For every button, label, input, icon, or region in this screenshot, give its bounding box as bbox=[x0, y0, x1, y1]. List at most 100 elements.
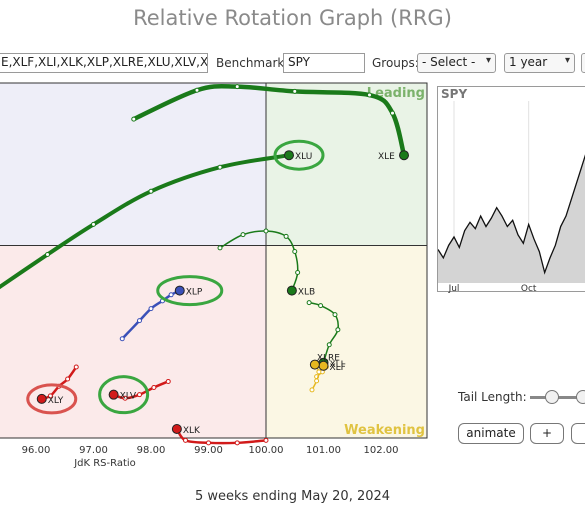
head-point-xle[interactable] bbox=[399, 150, 409, 161]
x-tick-label: 96.00 bbox=[22, 445, 51, 456]
tail-point bbox=[318, 303, 324, 309]
quadrant-leading bbox=[266, 83, 427, 246]
x-tick-label: 100.00 bbox=[249, 445, 284, 456]
tail-point bbox=[292, 88, 298, 94]
tail-point bbox=[119, 336, 125, 342]
tail-xlv[interactable]: XLV bbox=[108, 378, 171, 402]
tail-point bbox=[65, 376, 71, 382]
sector-label-xlb: XLB bbox=[298, 288, 315, 298]
footer-text: 5 weeks ending May 20, 2024 bbox=[194, 489, 391, 504]
tail-point bbox=[168, 292, 174, 298]
symbols-input-value: E,XLF,XLI,XLK,XLP,XLRE,XLU,XLV,XL bbox=[1, 55, 208, 69]
head-point-xlv[interactable] bbox=[108, 389, 119, 400]
period-select[interactable]: 1 year ▾ bbox=[504, 53, 575, 73]
tail-point bbox=[122, 395, 128, 401]
sector-label-xlre: XLRE bbox=[317, 354, 340, 364]
head-point-xly[interactable] bbox=[36, 393, 47, 404]
sector-label-xlv: XLV bbox=[120, 392, 137, 402]
plot-frame bbox=[0, 82, 428, 439]
quadrant-improving bbox=[0, 83, 266, 246]
tail-point bbox=[292, 248, 298, 254]
tail-xlu[interactable]: XLU bbox=[0, 150, 312, 296]
app-title: Relative Rotation Graph (RRG) bbox=[133, 6, 452, 30]
head-point-xlu[interactable] bbox=[284, 150, 294, 161]
sector-label-xlk: XLK bbox=[183, 426, 201, 436]
tail-point bbox=[316, 369, 322, 375]
tail-line-xlu bbox=[0, 153, 291, 290]
tail-point bbox=[326, 342, 332, 348]
animate-button-label: animate bbox=[466, 426, 516, 440]
symbols-input[interactable]: E,XLF,XLI,XLK,XLP,XLRE,XLU,XLV,XL bbox=[0, 53, 208, 73]
tail-point bbox=[148, 188, 154, 194]
tail-point bbox=[194, 87, 200, 93]
tail-point bbox=[263, 437, 269, 443]
benchmark-input[interactable]: SPY bbox=[283, 53, 365, 73]
x-tick-label: 102.00 bbox=[364, 445, 399, 456]
x-axis-label: JdK RS-Ratio bbox=[73, 458, 136, 469]
period-select-value: 1 year bbox=[509, 55, 548, 69]
spy-x-tick-label: Oct bbox=[521, 284, 537, 293]
tail-point bbox=[309, 387, 315, 393]
spy-panel-label: SPY bbox=[441, 87, 468, 101]
highlight-ring-xlv bbox=[98, 375, 150, 415]
tail-point bbox=[306, 300, 312, 306]
tail-point bbox=[367, 92, 372, 98]
x-tick-label: 98.00 bbox=[137, 445, 166, 456]
benchmark-input-value: SPY bbox=[288, 55, 310, 69]
rrg-chart: Leading Weakening 96.00 97.00 98.00 99.00 10… bbox=[0, 82, 428, 469]
spy-chart: Jul Oct bbox=[437, 101, 585, 294]
quadrant-label-weakening: Weakening bbox=[344, 423, 425, 438]
quadrant-weakening bbox=[266, 245, 427, 438]
sector-label-xli: XLI bbox=[330, 360, 344, 370]
tail-xlk[interactable]: XLK bbox=[171, 423, 269, 446]
tail-length-label: Tail Length: bbox=[458, 390, 527, 404]
tail-point bbox=[332, 312, 338, 318]
x-tick-label: 99.00 bbox=[194, 445, 223, 456]
sector-label-xlu: XLU bbox=[295, 152, 312, 162]
x-tick-label: 97.00 bbox=[79, 445, 108, 456]
animate-button[interactable]: animate bbox=[458, 423, 524, 444]
tail-length-slider-handle[interactable] bbox=[545, 390, 559, 404]
tail-point bbox=[234, 440, 240, 446]
sector-label-xly: XLY bbox=[48, 396, 64, 406]
groups-select[interactable]: - Select - ▾ bbox=[417, 53, 496, 73]
tail-point bbox=[217, 164, 223, 170]
tail-point bbox=[234, 84, 240, 90]
tail-point bbox=[165, 378, 171, 384]
tail-length-slider-handle-end[interactable] bbox=[576, 390, 585, 404]
tail-point bbox=[137, 318, 142, 324]
chevron-down-icon: ▾ bbox=[485, 55, 491, 66]
head-point-xlb[interactable] bbox=[286, 285, 297, 296]
spy-area bbox=[438, 156, 585, 283]
tail-point bbox=[314, 378, 320, 384]
sector-label-xle: XLE bbox=[378, 152, 395, 162]
tail-xle[interactable]: XLE bbox=[131, 83, 409, 163]
toolbar: E,XLF,XLI,XLK,XLP,XLRE,XLU,XLV,XL Benchm… bbox=[0, 50, 585, 78]
head-point-xlk[interactable] bbox=[171, 423, 182, 434]
head-point-xlre[interactable] bbox=[309, 359, 320, 370]
zoom-in-button[interactable]: + bbox=[530, 423, 564, 444]
groups-label: Groups: bbox=[372, 56, 419, 70]
x-axis-ticks: 96.00 97.00 98.00 99.00 100.00 101.00 102.00 bbox=[22, 445, 399, 456]
extra-select[interactable] bbox=[581, 53, 585, 73]
zoom-in-button-label: + bbox=[541, 426, 553, 440]
tail-xlp[interactable]: XLP bbox=[119, 285, 203, 342]
tail-point bbox=[73, 364, 79, 370]
tail-point bbox=[217, 245, 223, 251]
tail-point bbox=[151, 384, 157, 390]
tail-point bbox=[295, 270, 301, 276]
sector-label-xlp: XLP bbox=[186, 288, 203, 298]
quadrant-lagging bbox=[0, 245, 266, 438]
tail-point bbox=[335, 327, 341, 333]
highlight-rings bbox=[26, 139, 325, 415]
tail-xlb[interactable]: XLB bbox=[217, 228, 315, 298]
extra-button[interactable] bbox=[571, 423, 585, 444]
tail-xlre[interactable]: XLRE bbox=[309, 354, 340, 393]
tail-point bbox=[240, 232, 246, 238]
tail-point bbox=[390, 110, 395, 116]
spy-panel: SPY Jul Oct bbox=[437, 86, 585, 294]
tail-point bbox=[206, 440, 211, 446]
tail-point bbox=[263, 228, 269, 234]
head-point-xlp[interactable] bbox=[174, 285, 185, 296]
tail-point bbox=[47, 393, 53, 399]
